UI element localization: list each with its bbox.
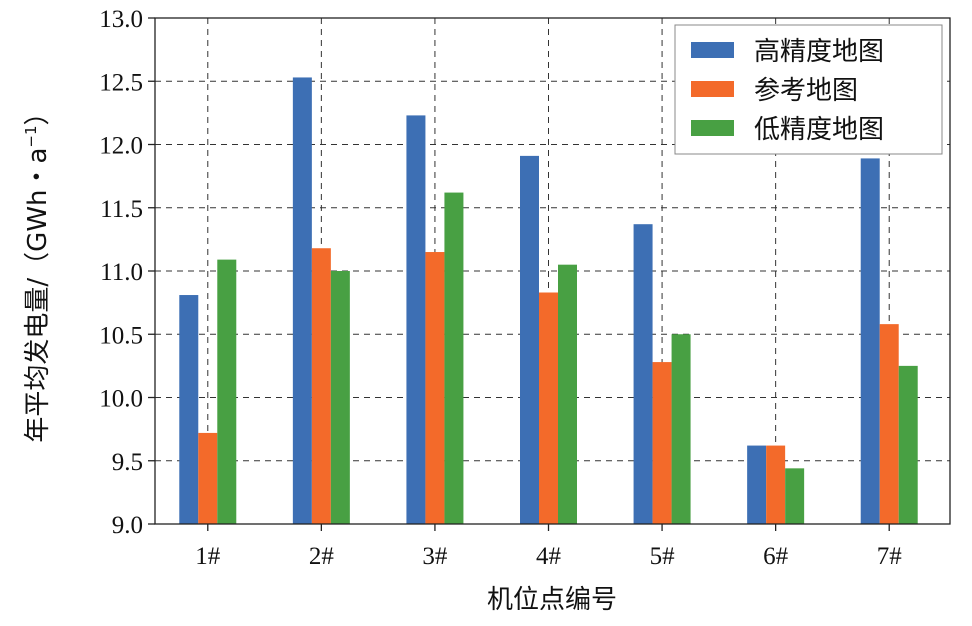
x-tick-label: 2# xyxy=(309,543,335,570)
tick-labels-layer: 9.0 9.5 10.0 10.5 11.0 11.5 12.0 12.5 13.0 1# 2# 3#… xyxy=(99,6,902,570)
y-axis-title-superscript: −1 xyxy=(22,125,40,147)
legend-label-high-precision: 高精度地图 xyxy=(754,37,884,67)
y-tick-label: 12.0 xyxy=(99,133,143,160)
bars-layer xyxy=(179,77,918,525)
bar-reference-3 xyxy=(425,252,445,524)
bar-reference-4 xyxy=(539,292,558,524)
bar-low-precision-7 xyxy=(898,365,918,524)
bar-low-precision-2 xyxy=(330,271,350,524)
x-tick-label: 3# xyxy=(422,543,448,570)
bar-reference-7 xyxy=(879,324,899,524)
y-tick-label: 9.5 xyxy=(112,449,143,476)
y-tick-label: 11.0 xyxy=(100,259,143,286)
bar-high-precision-7 xyxy=(860,158,880,525)
y-axis-title-end: ） xyxy=(23,99,53,125)
y-axis-title: 年平均发电量/（GWh・a−1） xyxy=(22,99,53,442)
legend-label-low-precision: 低精度地图 xyxy=(754,115,884,145)
bar-low-precision-4 xyxy=(558,264,577,524)
bar-reference-2 xyxy=(311,248,331,525)
y-tick-label: 10.5 xyxy=(99,322,143,349)
bar-reference-1 xyxy=(198,432,218,524)
bar-high-precision-3 xyxy=(406,115,426,524)
legend-swatch-high-precision xyxy=(691,42,734,58)
bar-reference-5 xyxy=(652,362,672,524)
x-tick-label: 5# xyxy=(650,543,676,570)
bar-high-precision-1 xyxy=(179,295,199,524)
x-tick-label: 1# xyxy=(195,543,221,570)
y-axis-title-main: 年平均发电量/（GWh・a xyxy=(23,148,53,443)
y-tick-label: 11.5 xyxy=(100,196,143,223)
bar-low-precision-3 xyxy=(444,192,464,524)
y-tick-label: 9.0 xyxy=(112,512,143,539)
bar-low-precision-1 xyxy=(217,259,237,524)
y-tick-label: 10.0 xyxy=(99,386,143,413)
bar-high-precision-6 xyxy=(747,445,767,524)
legend: 高精度地图 参考地图 低精度地图 xyxy=(674,24,943,155)
x-axis-title: 机位点编号 xyxy=(487,585,617,615)
y-tick-label: 12.5 xyxy=(99,69,143,96)
legend-swatch-low-precision xyxy=(691,120,734,136)
bar-low-precision-5 xyxy=(671,334,691,524)
x-tick-label: 7# xyxy=(877,543,903,570)
bar-high-precision-4 xyxy=(520,155,539,524)
bar-high-precision-2 xyxy=(292,77,312,524)
bar-reference-6 xyxy=(766,445,786,524)
x-tick-label: 4# xyxy=(536,543,562,570)
ticks-layer xyxy=(148,17,890,531)
legend-swatch-reference xyxy=(691,81,734,97)
y-tick-label: 13.0 xyxy=(99,6,143,33)
x-tick-label: 6# xyxy=(763,543,789,570)
bar-low-precision-6 xyxy=(785,468,805,524)
bar-high-precision-5 xyxy=(633,224,653,524)
legend-label-reference: 参考地图 xyxy=(754,76,858,106)
